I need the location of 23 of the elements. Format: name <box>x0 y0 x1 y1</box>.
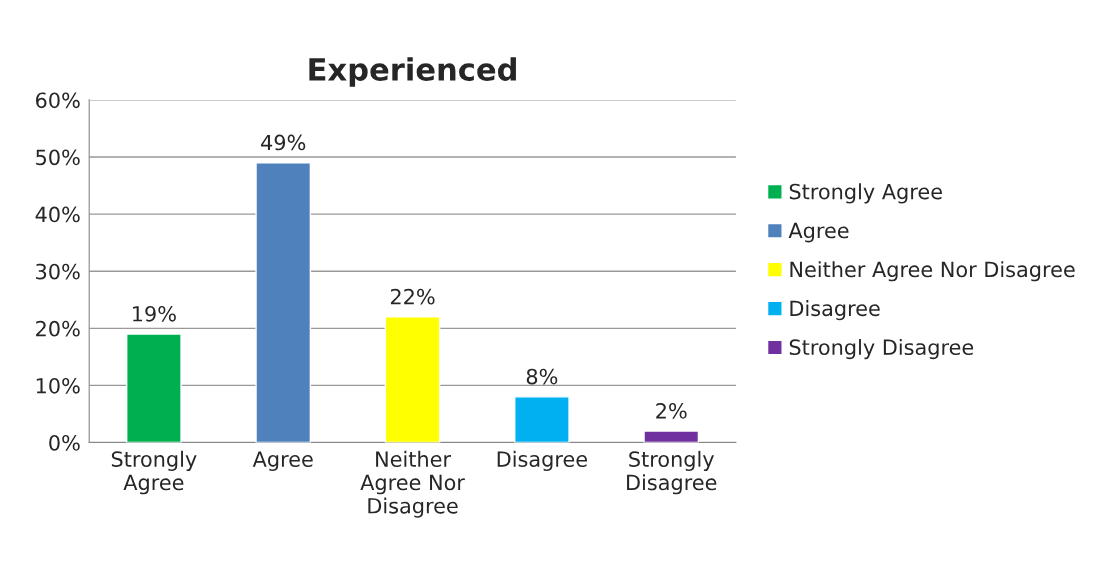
x-tick-label: Strongly Disagree <box>627 450 717 495</box>
legend-label: Agree <box>788 222 849 243</box>
data-label: 8% <box>526 368 558 385</box>
chart-title: Experienced <box>309 57 516 87</box>
y-tick-label: 40% <box>35 206 80 223</box>
x-tick-label: Strongly Agree <box>111 450 197 495</box>
x-tick-label: Disagree <box>497 450 587 472</box>
x-tick-label: Agree <box>252 451 313 472</box>
y-tick-label: 30% <box>36 263 80 280</box>
data-label: 49% <box>261 134 306 151</box>
data-label: 22% <box>390 288 435 305</box>
legend-label: Strongly Disagree <box>789 338 974 360</box>
y-tick-label: 50% <box>36 149 80 166</box>
legend-label: Disagree <box>790 300 880 321</box>
x-tick-label: Neither Agree Nor Disagree <box>360 450 465 518</box>
data-label: 2% <box>656 402 687 419</box>
legend-label: Neither Agree Nor Disagree <box>790 261 1075 282</box>
data-label: 19% <box>133 305 176 322</box>
y-tick-label: 0% <box>49 434 80 451</box>
y-tick-label: 60% <box>36 92 80 109</box>
y-tick-label: 20% <box>36 320 80 337</box>
y-tick-label: 10% <box>36 377 80 394</box>
legend-label: Strongly Agree <box>789 183 942 204</box>
